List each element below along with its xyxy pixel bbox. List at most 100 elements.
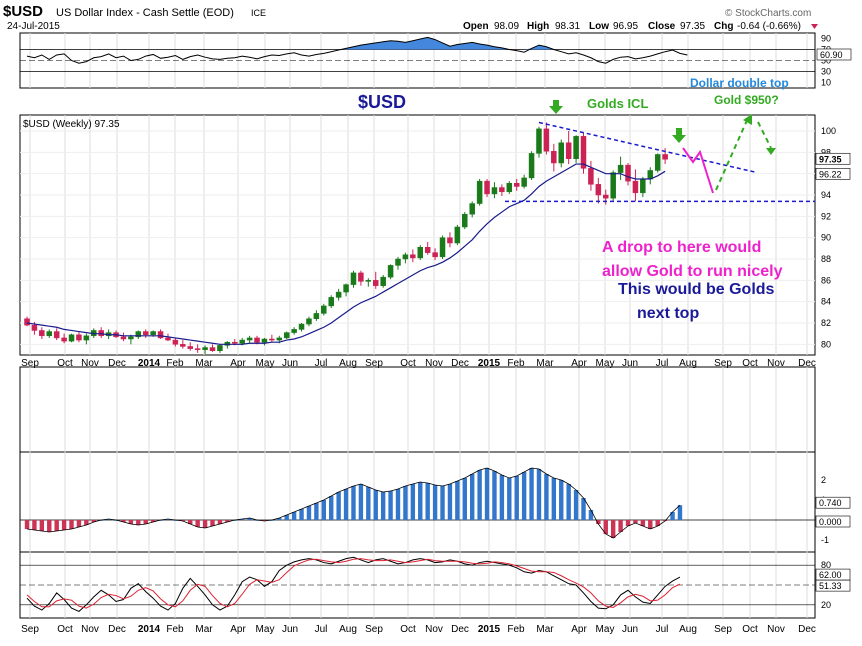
macd-histogram-bar <box>358 484 364 520</box>
macd-histogram-bar <box>625 520 631 526</box>
price-panel-title: $USD (Weekly) 97.35 <box>23 119 120 130</box>
macd-histogram-bar <box>84 520 89 525</box>
x-axis-label: Nov <box>81 624 99 635</box>
drop-annotation-line2: allow Gold to run nicely <box>602 263 783 280</box>
macd-value-label: 0.000 <box>819 517 842 527</box>
x-axis-label: Oct <box>742 358 758 369</box>
candle-body <box>454 226 461 244</box>
candle-body <box>424 247 431 253</box>
macd-histogram-bar <box>366 487 371 520</box>
x-axis-label: May <box>596 358 615 369</box>
stochastic-tick-label: 80 <box>821 560 831 570</box>
candle-body <box>469 203 475 215</box>
macd-histogram-bar <box>521 472 527 520</box>
macd-histogram-bar <box>188 520 193 524</box>
macd-histogram-bar <box>76 520 82 527</box>
macd-histogram-bar <box>477 470 482 520</box>
chg-value: -0.64 (-0.66%) <box>737 21 801 32</box>
candle-body <box>417 247 424 259</box>
macd-histogram-bar <box>351 486 356 520</box>
macd-value-box <box>815 496 851 509</box>
x-axis-label: Aug <box>679 358 697 369</box>
macd-line <box>26 467 681 539</box>
candle-body <box>61 337 67 342</box>
candle-body <box>24 318 30 326</box>
macd-histogram-bar <box>596 520 601 524</box>
x-axis-label: Nov <box>425 624 443 635</box>
x-axis-label: Oct <box>400 624 416 635</box>
candle-body <box>180 344 186 347</box>
candle-body <box>365 280 372 282</box>
macd-histogram-bar <box>573 490 579 520</box>
x-axis-label: May <box>596 624 615 635</box>
price-tick-label: 92 <box>821 211 831 221</box>
candle-body <box>209 347 216 351</box>
x-axis-label: Dec <box>108 624 126 635</box>
drop-annotation-line1: A drop to here would <box>602 239 761 256</box>
chart-date: 24-Jul-2015 <box>7 21 60 32</box>
stochastic-value-box <box>815 579 851 592</box>
candle-body <box>276 337 283 341</box>
macd-histogram-bar <box>321 500 326 520</box>
x-axis-label: Jun <box>622 624 638 635</box>
candle-body <box>76 334 82 341</box>
macd-histogram-bar <box>239 519 245 520</box>
candle-body <box>128 336 134 340</box>
candle-body <box>261 338 268 343</box>
down-arrow-icon <box>811 24 818 29</box>
low-value: 96.95 <box>613 21 638 32</box>
candle-body <box>358 272 364 282</box>
candle-body <box>640 178 646 194</box>
macd-value-label: 0.740 <box>819 498 842 508</box>
macd-histogram-bar <box>588 510 594 520</box>
rsi-tick-label: 50 <box>821 56 831 66</box>
stochastic-k-line <box>26 556 681 612</box>
candle-body <box>462 213 468 228</box>
macd-histogram-bar <box>544 474 549 520</box>
candle-body <box>372 280 379 286</box>
macd-histogram-bar <box>551 478 557 520</box>
x-axis-label: Oct <box>57 358 73 369</box>
candle-body <box>588 168 594 185</box>
low-label: Low <box>589 21 609 32</box>
projected-rally-path <box>715 117 749 191</box>
down-arrow-icon <box>672 128 686 143</box>
x-axis-label: Feb <box>507 624 525 635</box>
close-label: Close <box>648 21 676 32</box>
macd-histogram-bar <box>150 520 156 522</box>
candle-body <box>610 172 616 199</box>
macd-histogram-bar <box>291 512 297 520</box>
high-label: High <box>527 21 549 32</box>
candle-body <box>521 177 527 187</box>
price-tick-label: 82 <box>821 318 831 328</box>
macd-histogram-bar <box>403 486 408 520</box>
macd-histogram-bar <box>610 520 616 538</box>
macd-histogram-bar <box>47 520 52 532</box>
macd-histogram-bar <box>640 520 646 526</box>
rsi-overbought-fill <box>27 37 688 50</box>
projected-gold-top-path <box>757 121 772 149</box>
macd-histogram-bar <box>581 498 586 520</box>
macd-histogram-bar <box>492 471 497 520</box>
moving-average-line <box>26 163 666 345</box>
x-axis-label: Sep <box>365 358 383 369</box>
macd-histogram-bar <box>447 484 453 520</box>
candle-body <box>142 331 149 335</box>
candle-body <box>321 305 327 314</box>
macd-histogram-bar <box>618 520 623 532</box>
candle-body <box>551 151 557 164</box>
x-axis-label: Mar <box>536 358 554 369</box>
x-axis-label: Apr <box>230 358 246 369</box>
candle-body <box>328 297 334 307</box>
candle-body <box>380 276 386 286</box>
macd-histogram-bar <box>336 492 341 520</box>
candle-body <box>335 291 342 298</box>
down-arrow-icon <box>549 100 563 114</box>
golds-top-annotation-line2: next top <box>637 305 699 322</box>
macd-histogram-bar <box>395 489 401 520</box>
macd-histogram-bar <box>262 520 267 521</box>
x-axis-label: Dec <box>451 358 469 369</box>
price-candles: $USD (Weekly) 97.35 <box>20 119 815 354</box>
